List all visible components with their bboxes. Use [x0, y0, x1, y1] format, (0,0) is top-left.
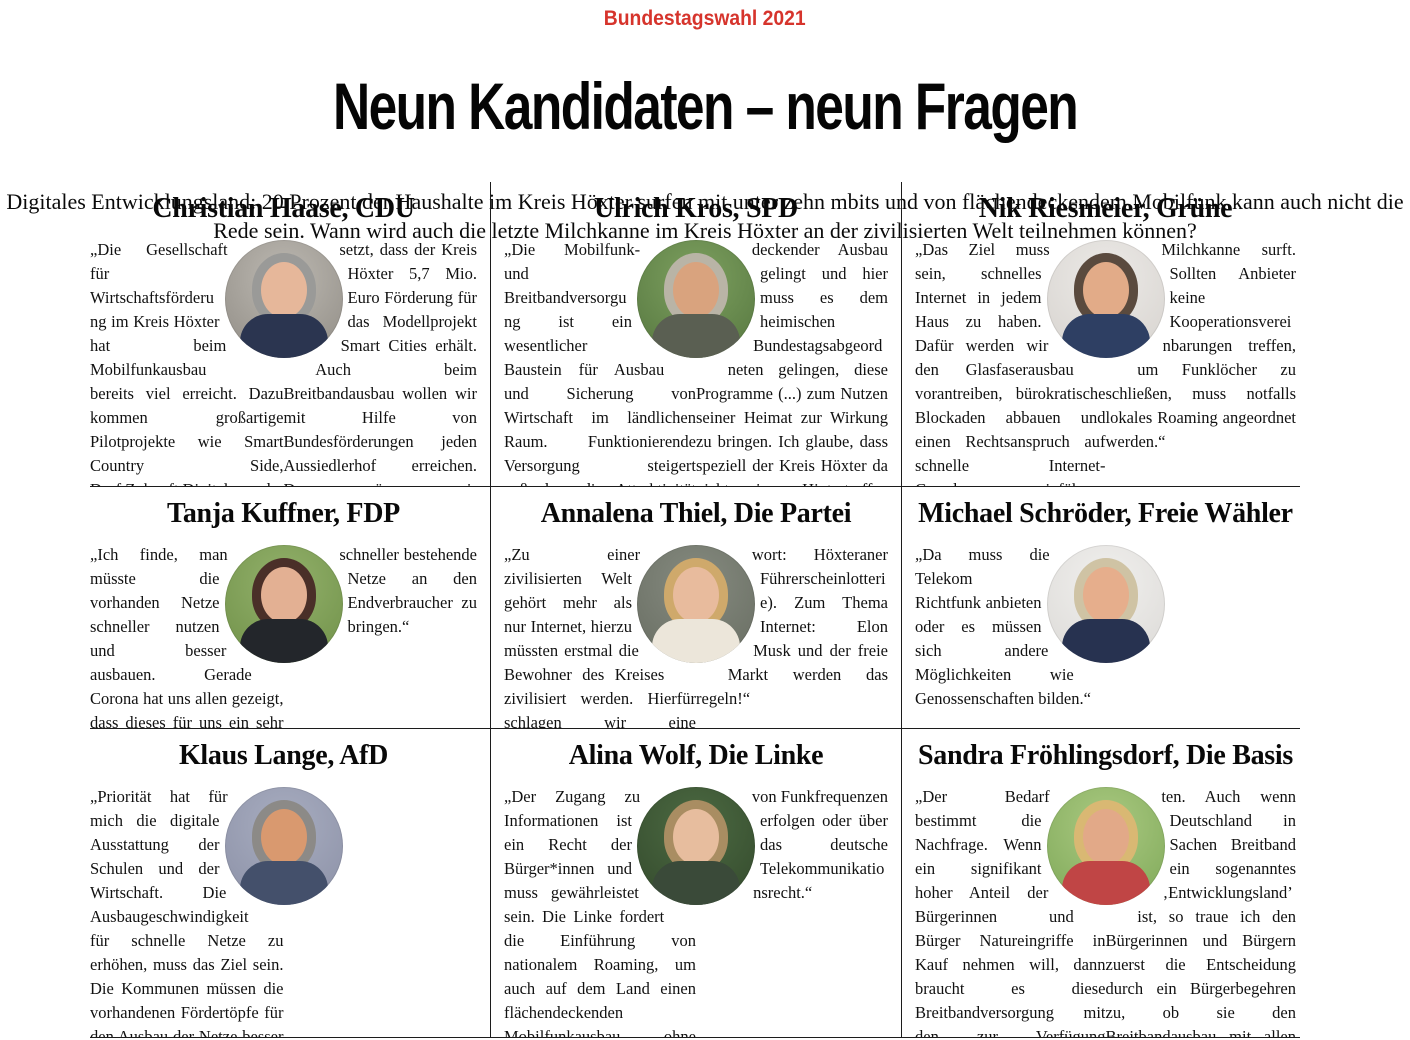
quote-text-left: „Der Zugang zu Informationen ist ein Rec… — [504, 787, 696, 1038]
quote-text-left: „Ich finde, man müsste die vorhanden Net… — [90, 545, 284, 729]
candidate-grid: Christian Haase, CDU „Die Gesellschaft f… — [90, 182, 1300, 1038]
candidate-card-wolf: Alina Wolf, Die Linke „Der Zugang zu Inf… — [491, 729, 902, 1038]
candidate-name: Ulrich Kros, SPD — [594, 193, 798, 224]
newspaper-page: { "page": { "kicker": "Bundestagswahl 20… — [0, 7, 1410, 1040]
quote-text-left: „Die Mobilfunk- und Breitbandversorgung … — [504, 240, 696, 486]
quote-text-left: „Zu einer zivilisierten Welt gehört mehr… — [504, 545, 696, 729]
candidate-portrait-photo — [637, 240, 755, 358]
kicker-bundestagswahl: Bundestagswahl 2021 — [604, 7, 806, 30]
candidate-portrait-photo — [637, 787, 755, 905]
candidate-name: Sandra Fröhlingsdorf, Die Basis — [918, 740, 1293, 771]
quote-text-right: ten. Auch wenn Deutschland in Sachen Bre… — [1105, 787, 1297, 1038]
candidate-card-lange: Klaus Lange, AfD „Priorität hat für mich… — [90, 729, 491, 1038]
avatar-head-shape — [1082, 809, 1129, 865]
avatar-shoulders-shape — [1061, 619, 1150, 663]
avatar-shoulders-shape — [652, 619, 740, 663]
avatar-shoulders-shape — [652, 314, 740, 358]
candidate-card-schroeder: Michael Schröder, Freie Wähler „Da muss … — [902, 487, 1300, 729]
page-title: Neun Kandidaten – neun Fragen — [332, 69, 1079, 144]
quote-text-left: „Die Gesellschaft für Wirtschaftsförderu… — [90, 240, 284, 486]
quote-text-left: „Das Ziel muss sein, schnelles Internet … — [915, 240, 1106, 486]
avatar-shoulders-shape — [239, 314, 328, 358]
quote-text-right: Milchkanne surft. Sollten Anbieter keine… — [1105, 240, 1297, 451]
candidate-portrait-photo — [1046, 787, 1165, 905]
quote-text-right: wort: Höxteraner Führerscheinlotterie). … — [696, 545, 888, 708]
avatar-shoulders-shape — [239, 861, 328, 905]
candidate-name: Christian Haase, CDU — [152, 193, 415, 224]
avatar-head-shape — [673, 809, 719, 865]
candidate-name: Alina Wolf, Die Linke — [568, 740, 824, 771]
avatar-head-shape — [673, 567, 719, 623]
avatar-head-shape — [673, 262, 719, 318]
quote-text-right: schneller bestehende Netze an den Endver… — [339, 545, 477, 636]
avatar-head-shape — [1082, 262, 1129, 318]
candidate-card-riesmeier: Nik Riesmeier, Grüne „Das Ziel muss sein… — [902, 182, 1300, 487]
candidate-card-thiel: Annalena Thiel, Die Partei „Zu einer ziv… — [491, 487, 902, 729]
candidate-card-kros: Ulrich Kros, SPD „Die Mobilfunk- und Bre… — [491, 182, 902, 487]
avatar-shoulders-shape — [239, 619, 328, 663]
candidate-portrait-photo — [637, 545, 755, 663]
candidate-name: Klaus Lange, AfD — [178, 740, 389, 771]
quote-text-right: setzt, dass der Kreis Höxter 5,7 Mio. Eu… — [283, 240, 478, 486]
candidate-portrait-photo — [1046, 240, 1165, 358]
avatar-shoulders-shape — [652, 861, 740, 905]
intro-question: Digitales Entwicklungsland: 20 Prozent d… — [6, 189, 1404, 244]
candidate-name: Nik Riesmeier, Grüne — [978, 193, 1233, 224]
avatar-shoulders-shape — [1061, 861, 1150, 905]
avatar-head-shape — [260, 262, 307, 318]
candidate-name: Tanja Kuffner, FDP — [167, 498, 400, 529]
candidate-portrait-photo — [224, 240, 343, 358]
candidate-portrait-photo — [224, 787, 343, 905]
candidate-portrait-photo — [1046, 545, 1165, 663]
avatar-head-shape — [260, 567, 307, 623]
quote-text-right: deckender Ausbau gelingt und hier muss e… — [696, 240, 888, 486]
avatar-head-shape — [1082, 567, 1129, 623]
candidate-card-haase: Christian Haase, CDU „Die Gesellschaft f… — [90, 182, 491, 487]
avatar-head-shape — [260, 809, 307, 865]
quote-text-left: „Der Bedarf bestimmt die Nachfrage. Wenn… — [915, 787, 1106, 1038]
candidate-name: Michael Schröder, Freie Wähler — [918, 498, 1293, 529]
avatar-shoulders-shape — [1061, 314, 1150, 358]
candidate-card-froehlingsdorf: Sandra Fröhlingsdorf, Die Basis „Der Bed… — [902, 729, 1300, 1038]
quote-text-left: „Da muss die Telekom Richtfunk anbieten … — [915, 545, 1091, 708]
candidate-portrait-photo — [224, 545, 343, 663]
quote-text-right: von Funkfrequenzen erfolgen oder über da… — [751, 787, 888, 902]
quote-text-left: „Priorität hat für mich die digitale Aus… — [90, 787, 284, 1038]
candidate-name: Annalena Thiel, Die Partei — [540, 498, 852, 529]
candidate-card-kuffner: Tanja Kuffner, FDP „Ich finde, man müsst… — [90, 487, 491, 729]
